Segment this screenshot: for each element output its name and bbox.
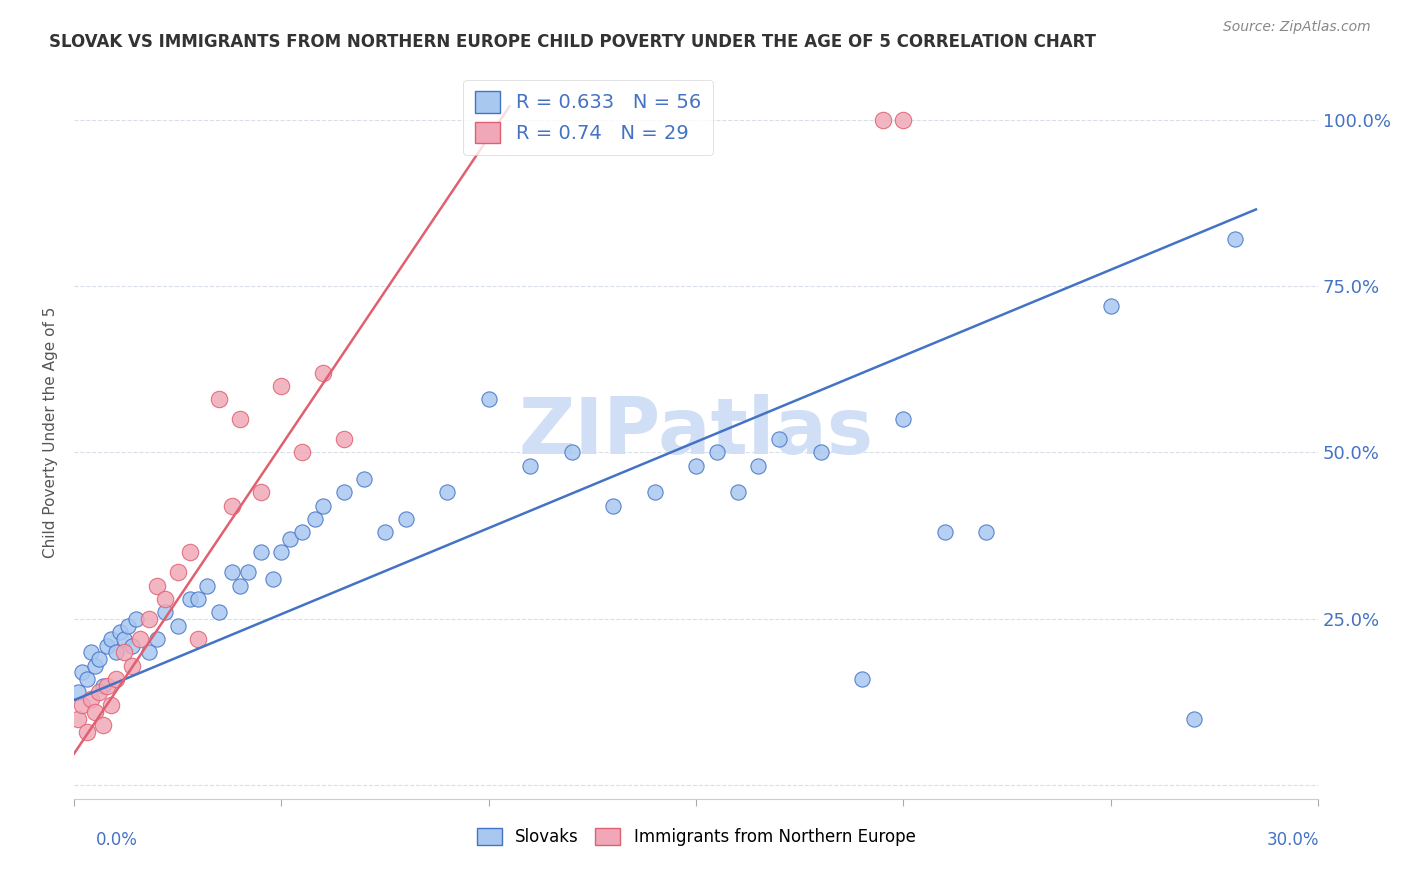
Immigrants from Northern Europe [100,698,122,713]
Immigrants from Northern Europe [221,499,243,513]
Slovaks [436,485,458,500]
Slovaks [221,566,243,580]
Text: SLOVAK VS IMMIGRANTS FROM NORTHERN EUROPE CHILD POVERTY UNDER THE AGE OF 5 CORRE: SLOVAK VS IMMIGRANTS FROM NORTHERN EUROP… [49,33,1097,51]
Slovaks [395,512,418,526]
Slovaks [208,605,231,619]
Slovaks [768,432,790,446]
Legend: R = 0.633   N = 56, R = 0.74   N = 29: R = 0.633 N = 56, R = 0.74 N = 29 [463,79,713,155]
Slovaks [138,645,160,659]
Immigrants from Northern Europe [96,679,118,693]
Slovaks [195,579,218,593]
Slovaks [83,658,105,673]
Slovaks [685,458,707,473]
Slovaks [187,591,209,606]
Slovaks [87,652,110,666]
Slovaks [166,618,188,632]
Immigrants from Northern Europe [104,672,127,686]
Slovaks [602,499,624,513]
Slovaks [1099,299,1122,313]
Slovaks [810,445,832,459]
Slovaks [229,579,252,593]
Immigrants from Northern Europe [91,718,114,732]
Slovaks [304,512,326,526]
Immigrants from Northern Europe [872,112,894,127]
Immigrants from Northern Europe [166,566,188,580]
Immigrants from Northern Europe [249,485,271,500]
Text: ZIPatlas: ZIPatlas [519,394,873,470]
Slovaks [146,632,169,646]
Immigrants from Northern Europe [312,366,335,380]
Slovaks [934,525,956,540]
Immigrants from Northern Europe [146,579,169,593]
Immigrants from Northern Europe [270,379,292,393]
Slovaks [478,392,501,407]
Text: 0.0%: 0.0% [96,831,138,849]
Slovaks [108,625,131,640]
Slovaks [100,632,122,646]
Slovaks [332,485,354,500]
Immigrants from Northern Europe [79,691,101,706]
Slovaks [121,639,143,653]
Slovaks [249,545,271,559]
Slovaks [851,672,873,686]
Slovaks [374,525,396,540]
Slovaks [96,639,118,653]
Slovaks [727,485,749,500]
Immigrants from Northern Europe [208,392,231,407]
Slovaks [1182,712,1205,726]
Slovaks [1225,232,1247,246]
Slovaks [278,532,301,546]
Slovaks [76,672,98,686]
Immigrants from Northern Europe [332,432,354,446]
Slovaks [561,445,583,459]
Slovaks [72,665,94,680]
Immigrants from Northern Europe [76,725,98,739]
Immigrants from Northern Europe [72,698,94,713]
Slovaks [747,458,769,473]
Immigrants from Northern Europe [138,612,160,626]
Text: 30.0%: 30.0% [1267,831,1319,849]
Slovaks [893,412,915,426]
Slovaks [312,499,335,513]
Immigrants from Northern Europe [83,705,105,719]
Slovaks [112,632,135,646]
Slovaks [353,472,375,486]
Slovaks [67,685,90,699]
Immigrants from Northern Europe [67,712,90,726]
Text: Source: ZipAtlas.com: Source: ZipAtlas.com [1223,20,1371,34]
Slovaks [117,618,139,632]
Slovaks [519,458,541,473]
Slovaks [706,445,728,459]
Slovaks [91,679,114,693]
Slovaks [155,605,177,619]
Slovaks [270,545,292,559]
Immigrants from Northern Europe [893,112,915,127]
Immigrants from Northern Europe [155,591,177,606]
Slovaks [179,591,201,606]
Immigrants from Northern Europe [129,632,152,646]
Slovaks [644,485,666,500]
Immigrants from Northern Europe [229,412,252,426]
Slovaks [238,566,260,580]
Slovaks [104,645,127,659]
Immigrants from Northern Europe [112,645,135,659]
Slovaks [262,572,284,586]
Slovaks [976,525,998,540]
Immigrants from Northern Europe [179,545,201,559]
Immigrants from Northern Europe [187,632,209,646]
Immigrants from Northern Europe [87,685,110,699]
Immigrants from Northern Europe [291,445,314,459]
Y-axis label: Child Poverty Under the Age of 5: Child Poverty Under the Age of 5 [44,307,58,558]
Slovaks [291,525,314,540]
Immigrants from Northern Europe [121,658,143,673]
Slovaks [79,645,101,659]
Slovaks [125,612,148,626]
